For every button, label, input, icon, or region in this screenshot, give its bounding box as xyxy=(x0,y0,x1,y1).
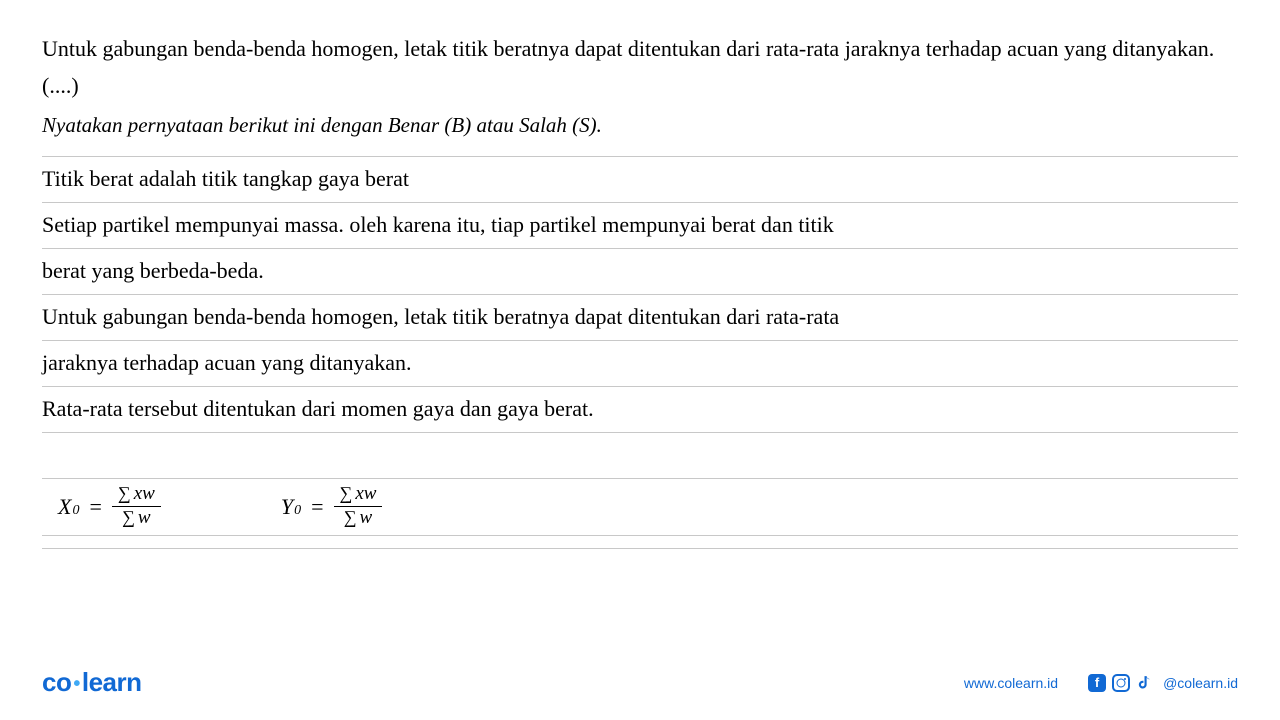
numerator: ∑xw xyxy=(334,484,383,505)
statement-text: Rata-rata tersebut ditentukan dari momen… xyxy=(42,396,594,422)
var-letter: Y xyxy=(281,494,293,520)
statement-line: berat yang berbeda-beda. xyxy=(42,248,1238,294)
fraction-x: ∑xw ∑w xyxy=(112,484,161,529)
statement-text: Untuk gabungan benda-benda homogen, leta… xyxy=(42,304,839,330)
empty-line xyxy=(42,548,1238,600)
sigma-symbol: ∑ xyxy=(118,483,131,503)
denominator: ∑w xyxy=(338,508,379,529)
var-subscript: 0 xyxy=(294,503,301,519)
equals-sign: = xyxy=(89,494,101,520)
question-text: Untuk gabungan benda-benda homogen, leta… xyxy=(42,30,1238,105)
logo-dot: • xyxy=(73,673,80,695)
footer: co•learn www.colearn.id f @colearn.id xyxy=(42,667,1238,698)
statement-line: Untuk gabungan benda-benda homogen, leta… xyxy=(42,294,1238,340)
den-term: w xyxy=(360,507,373,528)
fraction-line xyxy=(112,506,161,507)
num-term: xw xyxy=(355,483,376,504)
social-handle: @colearn.id xyxy=(1163,675,1238,691)
logo-part1: co xyxy=(42,667,71,697)
statement-text: Titik berat adalah titik tangkap gaya be… xyxy=(42,166,409,192)
instruction-text: Nyatakan pernyataan berikut ini dengan B… xyxy=(42,113,1238,138)
tiktok-icon xyxy=(1136,674,1153,691)
statement-text: berat yang berbeda-beda. xyxy=(42,258,264,284)
equals-sign: = xyxy=(311,494,323,520)
colearn-logo: co•learn xyxy=(42,667,142,698)
statement-text: jaraknya terhadap acuan yang ditanyakan. xyxy=(42,350,412,376)
numerator: ∑xw xyxy=(112,484,161,505)
formula-y: Y0 = ∑xw ∑w xyxy=(281,484,383,529)
footer-right: www.colearn.id f @colearn.id xyxy=(964,674,1238,692)
empty-line xyxy=(42,432,1238,478)
statement-line: jaraknya terhadap acuan yang ditanyakan. xyxy=(42,340,1238,386)
var-letter: X xyxy=(58,494,71,520)
logo-part2: learn xyxy=(82,667,142,697)
statement-line: Rata-rata tersebut ditentukan dari momen… xyxy=(42,386,1238,432)
formula-row: X0 = ∑xw ∑w Y0 = ∑xw ∑w xyxy=(42,478,1238,536)
den-term: w xyxy=(138,507,151,528)
sigma-symbol: ∑ xyxy=(122,507,135,527)
denominator: ∑w xyxy=(116,508,157,529)
fraction-line xyxy=(334,506,383,507)
website-url: www.colearn.id xyxy=(964,675,1058,691)
statement-line: Titik berat adalah titik tangkap gaya be… xyxy=(42,156,1238,202)
instagram-icon xyxy=(1112,674,1130,692)
fraction-y: ∑xw ∑w xyxy=(334,484,383,529)
formula-x: X0 = ∑xw ∑w xyxy=(58,484,161,529)
statement-text: Setiap partikel mempunyai massa. oleh ka… xyxy=(42,212,834,238)
statement-line: Setiap partikel mempunyai massa. oleh ka… xyxy=(42,202,1238,248)
statements-section: Titik berat adalah titik tangkap gaya be… xyxy=(42,156,1238,600)
sigma-symbol: ∑ xyxy=(344,507,357,527)
formula-x-var: X0 xyxy=(58,494,79,520)
social-links: f @colearn.id xyxy=(1088,674,1238,692)
var-subscript: 0 xyxy=(72,503,79,519)
facebook-icon: f xyxy=(1088,674,1106,692)
formula-y-var: Y0 xyxy=(281,494,301,520)
sigma-symbol: ∑ xyxy=(340,483,353,503)
num-term: xw xyxy=(134,483,155,504)
